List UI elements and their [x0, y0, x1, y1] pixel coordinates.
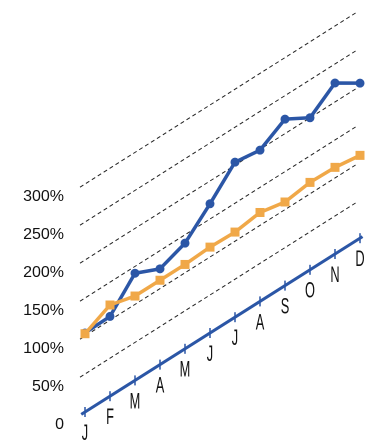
marker [330, 78, 340, 88]
marker [280, 114, 290, 124]
x-tick-label: J [82, 419, 88, 443]
x-tick-label: A [256, 308, 265, 334]
series-line [84, 81, 361, 335]
marker [355, 150, 365, 160]
x-tick-label: O [305, 277, 315, 303]
marker [80, 329, 90, 339]
x-tick-label: A [156, 372, 165, 398]
marker [205, 199, 215, 209]
y-tick-label: 0 [55, 416, 64, 433]
marker [205, 242, 215, 252]
x-tick-label: J [232, 324, 238, 350]
marker [305, 177, 315, 187]
grid-line [79, 11, 358, 188]
marker [305, 113, 315, 123]
grid-line [79, 125, 358, 302]
y-tick-label: 50% [32, 378, 64, 395]
x-tick-label: D [355, 245, 364, 271]
marker [180, 238, 190, 248]
marker [330, 162, 340, 172]
marker [230, 157, 240, 167]
x-tick-label: J [207, 340, 213, 366]
grid-line [79, 87, 358, 264]
x-tick-label: N [330, 261, 339, 287]
marker [255, 207, 265, 217]
x-tick-label: M [130, 387, 141, 413]
y-tick-label: 200% [23, 264, 64, 281]
marker [130, 268, 140, 278]
marker [280, 197, 290, 207]
y-tick-label: 300% [23, 188, 64, 205]
marker [180, 259, 190, 269]
marker [355, 78, 365, 88]
grid-line [79, 201, 358, 378]
x-tick-label: S [281, 293, 290, 319]
x-tick-label: M [180, 356, 191, 382]
x-axis [80, 235, 364, 416]
marker [155, 264, 165, 274]
x-tick-label: F [106, 403, 114, 429]
grid-line [79, 49, 358, 226]
y-tick-label: 250% [23, 226, 64, 243]
grid-line [79, 163, 358, 340]
marker [105, 300, 115, 310]
marker [155, 275, 165, 285]
y-tick-label: 150% [23, 302, 64, 319]
marker [105, 311, 115, 321]
y-tick-label: 100% [23, 340, 64, 357]
marker [130, 291, 140, 301]
marker [255, 145, 265, 155]
marker [230, 227, 240, 237]
